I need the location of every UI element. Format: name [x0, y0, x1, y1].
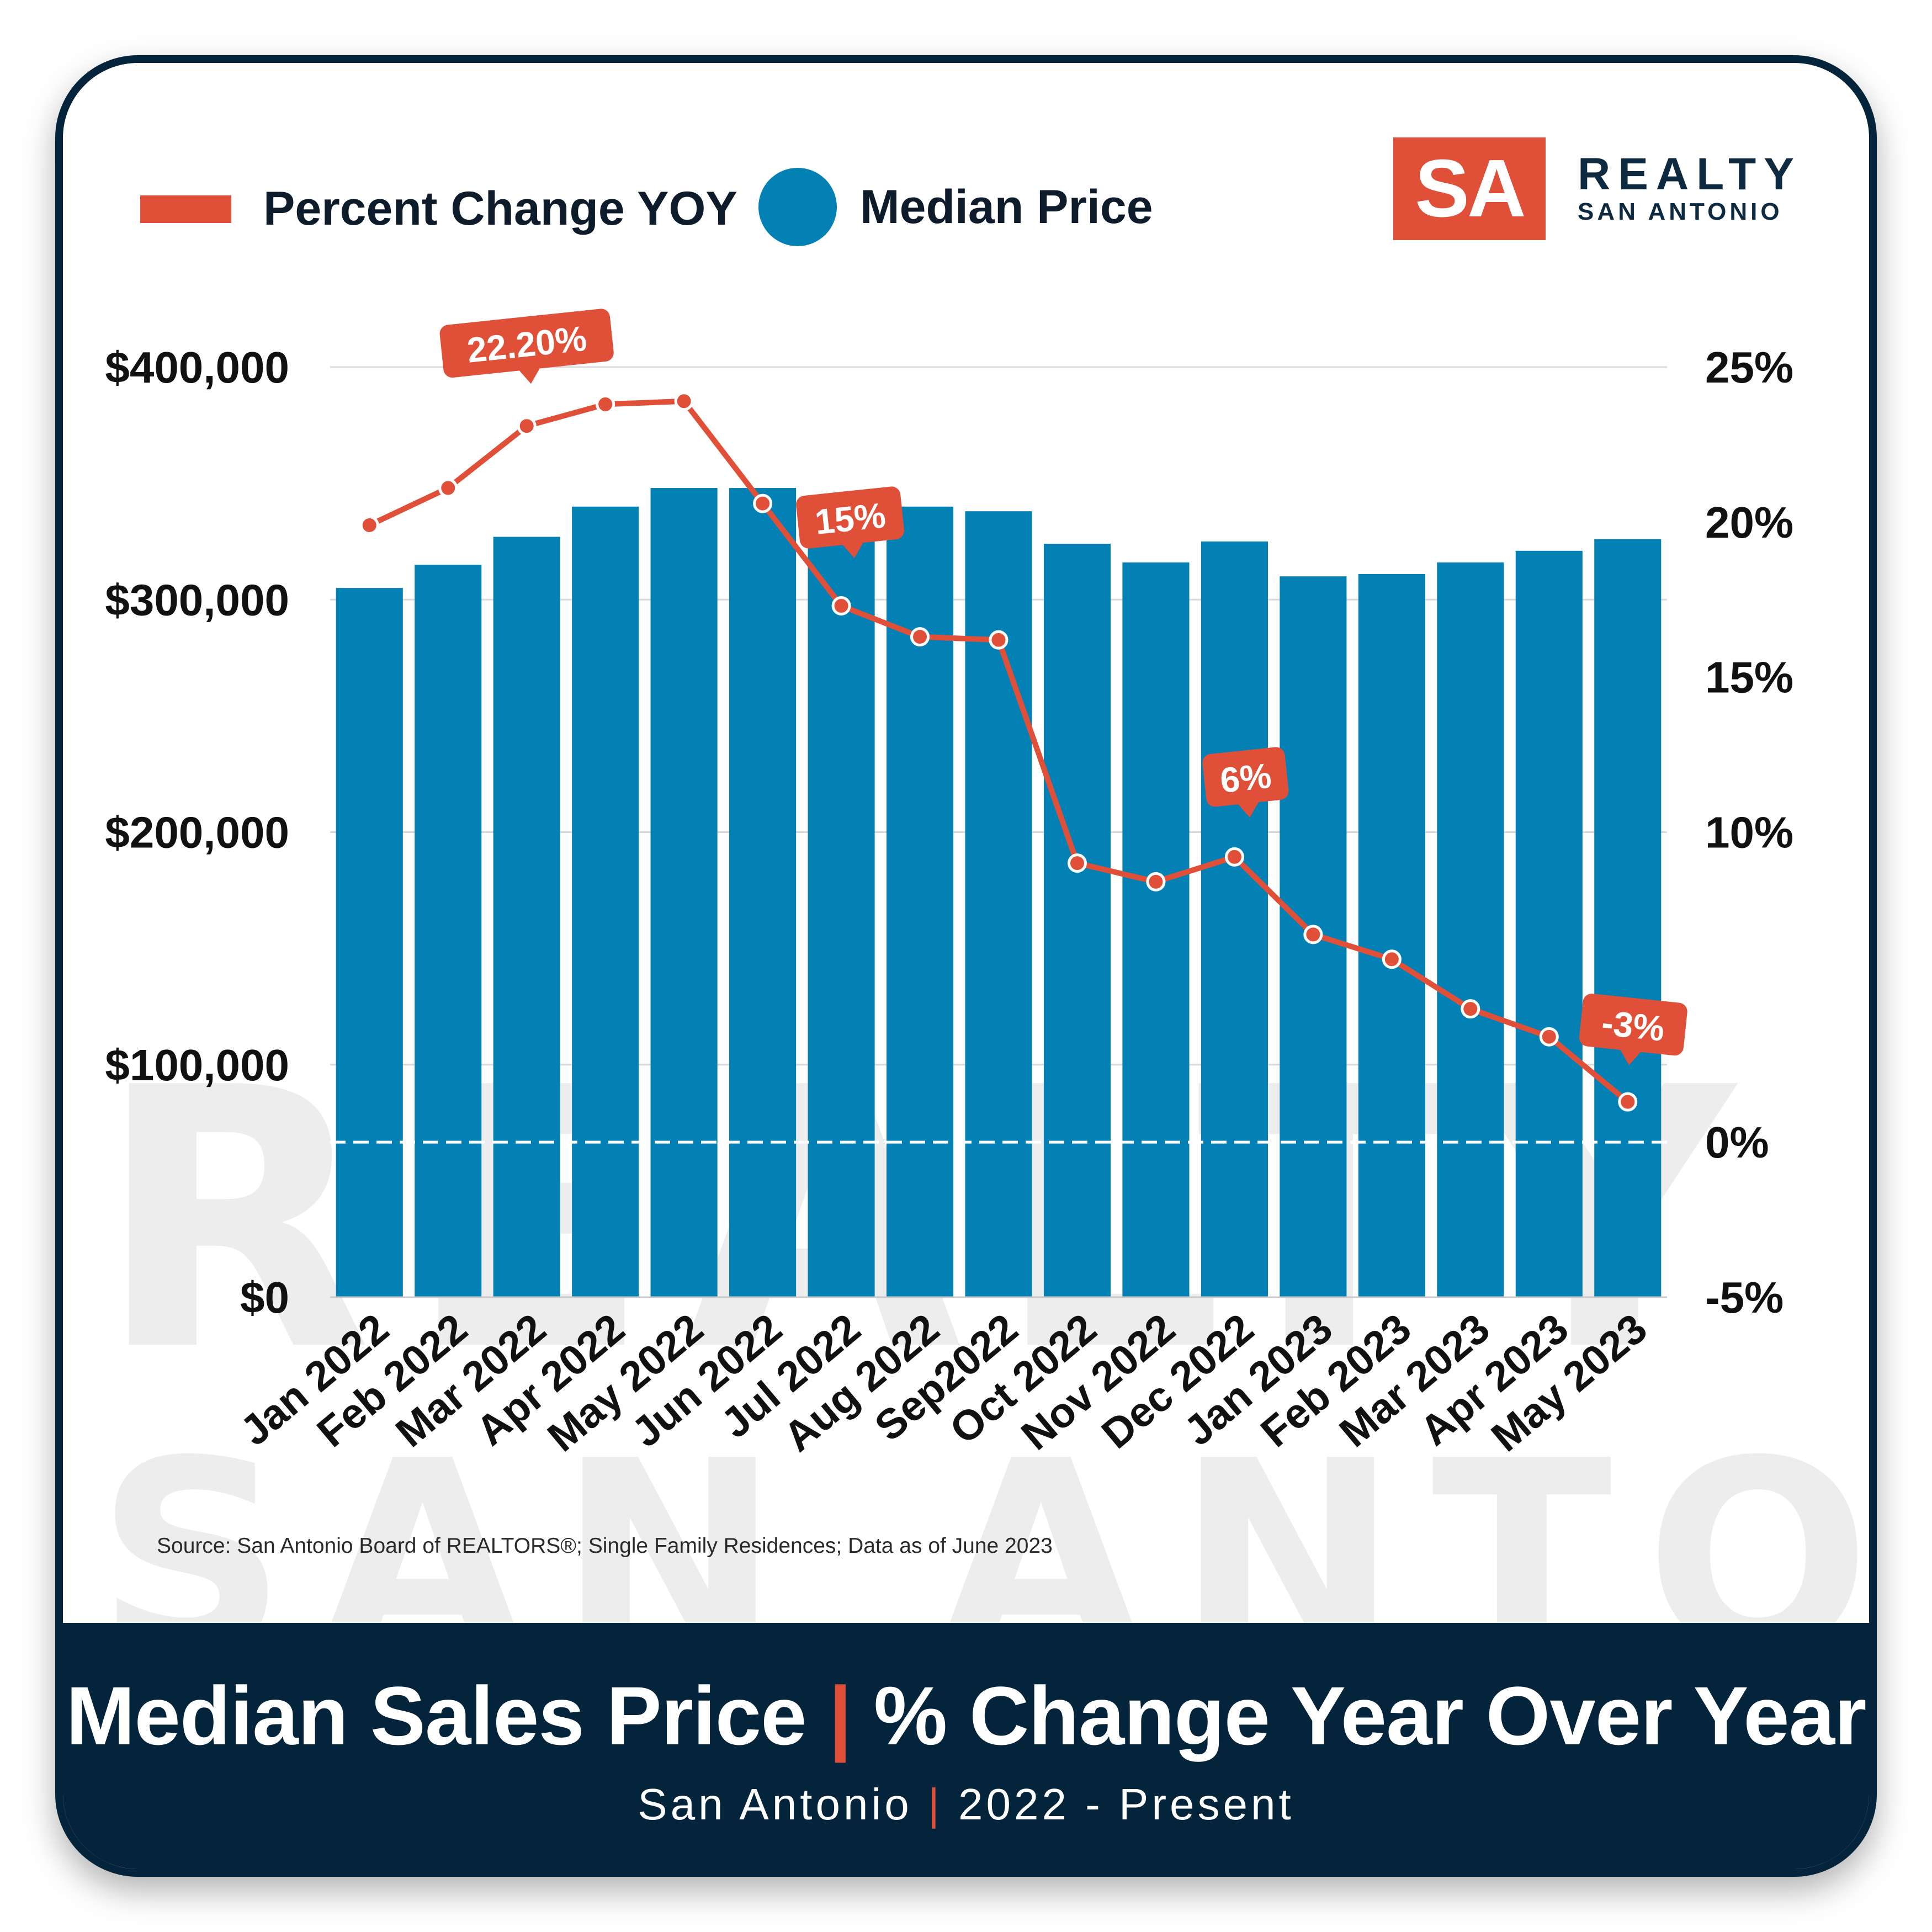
right-axis-tick-label: 15%: [1705, 653, 1793, 702]
percent-change-point: [755, 495, 771, 512]
bar-median-price: [1516, 551, 1583, 1297]
source-note: Source: San Antonio Board of REALTORS®; …: [157, 1534, 1053, 1558]
infographic-card: REALTY SAN ANTONIO Percent Change YOY Me…: [55, 55, 1877, 1877]
percent-change-point: [912, 629, 928, 645]
percent-change-point: [1620, 1094, 1636, 1110]
annotation-callout: -3%: [1577, 992, 1689, 1070]
left-axis-tick-label: $0: [240, 1273, 289, 1322]
footer-banner: Median Sales Price | % Change Year Over …: [63, 1623, 1869, 1877]
bar-series: [336, 488, 1662, 1297]
footer-title-separator: |: [829, 1669, 851, 1762]
right-axis-tick-label: -5%: [1705, 1273, 1784, 1322]
bar-median-price: [965, 511, 1032, 1297]
percent-change-point: [597, 396, 614, 412]
footer-title: Median Sales Price | % Change Year Over …: [63, 1668, 1869, 1764]
bar-median-price: [572, 507, 639, 1297]
bar-median-price: [729, 488, 796, 1297]
left-axis-tick-label: $400,000: [105, 343, 289, 392]
footer-subtitle-right: 2022 - Present: [958, 1780, 1294, 1829]
bar-median-price: [1358, 574, 1425, 1297]
percent-change-point: [1305, 926, 1321, 943]
percent-change-point: [990, 631, 1007, 648]
bar-median-price: [1594, 539, 1661, 1297]
percent-change-point: [1462, 1001, 1479, 1017]
bar-median-price: [1437, 562, 1504, 1297]
footer-subtitle-separator: |: [928, 1780, 943, 1829]
bar-median-price: [1122, 562, 1189, 1297]
percent-change-point: [1069, 855, 1085, 872]
left-axis-tick-label: $100,000: [105, 1041, 289, 1090]
footer-title-left: Median Sales Price: [66, 1669, 806, 1762]
percent-change-point: [1383, 951, 1400, 968]
bar-median-price: [1201, 542, 1268, 1297]
left-axis-tick-label: $300,000: [105, 575, 289, 624]
right-axis-tick-label: 20%: [1705, 498, 1793, 547]
right-axis-tick-label: 25%: [1705, 343, 1793, 392]
footer-subtitle: San Antonio | 2022 - Present: [63, 1779, 1869, 1830]
percent-change-point: [1541, 1028, 1557, 1045]
bar-median-price: [651, 488, 718, 1297]
bar-median-price: [493, 537, 560, 1297]
percent-change-point: [833, 597, 850, 614]
percent-change-point: [440, 480, 457, 496]
right-axis-tick-label: 0%: [1705, 1118, 1769, 1167]
annotation-label: -3%: [1600, 1002, 1666, 1049]
percent-change-point: [1226, 848, 1243, 865]
annotation-label: 6%: [1218, 756, 1273, 800]
left-axis-tick-label: $200,000: [105, 808, 289, 857]
footer-subtitle-left: San Antonio: [638, 1780, 912, 1829]
percent-change-point: [518, 418, 535, 434]
annotation-pointer: [518, 367, 542, 385]
bar-median-price: [415, 565, 481, 1297]
bar-median-price: [336, 588, 403, 1297]
footer-title-right: % Change Year Over Year: [874, 1669, 1866, 1762]
bar-median-price: [1044, 544, 1111, 1297]
percent-change-point: [676, 393, 692, 410]
percent-change-point: [361, 517, 378, 533]
right-axis-tick-label: 10%: [1705, 808, 1793, 857]
combo-chart: $0 $100,000 $200,000 $300,000 $400,000 -5% 0% 1…: [63, 63, 1869, 1623]
annotation-label: 15%: [813, 495, 888, 542]
bar-median-price: [808, 502, 875, 1297]
annotation-callout: 22.20%: [439, 308, 616, 393]
percent-change-point: [1148, 873, 1164, 890]
